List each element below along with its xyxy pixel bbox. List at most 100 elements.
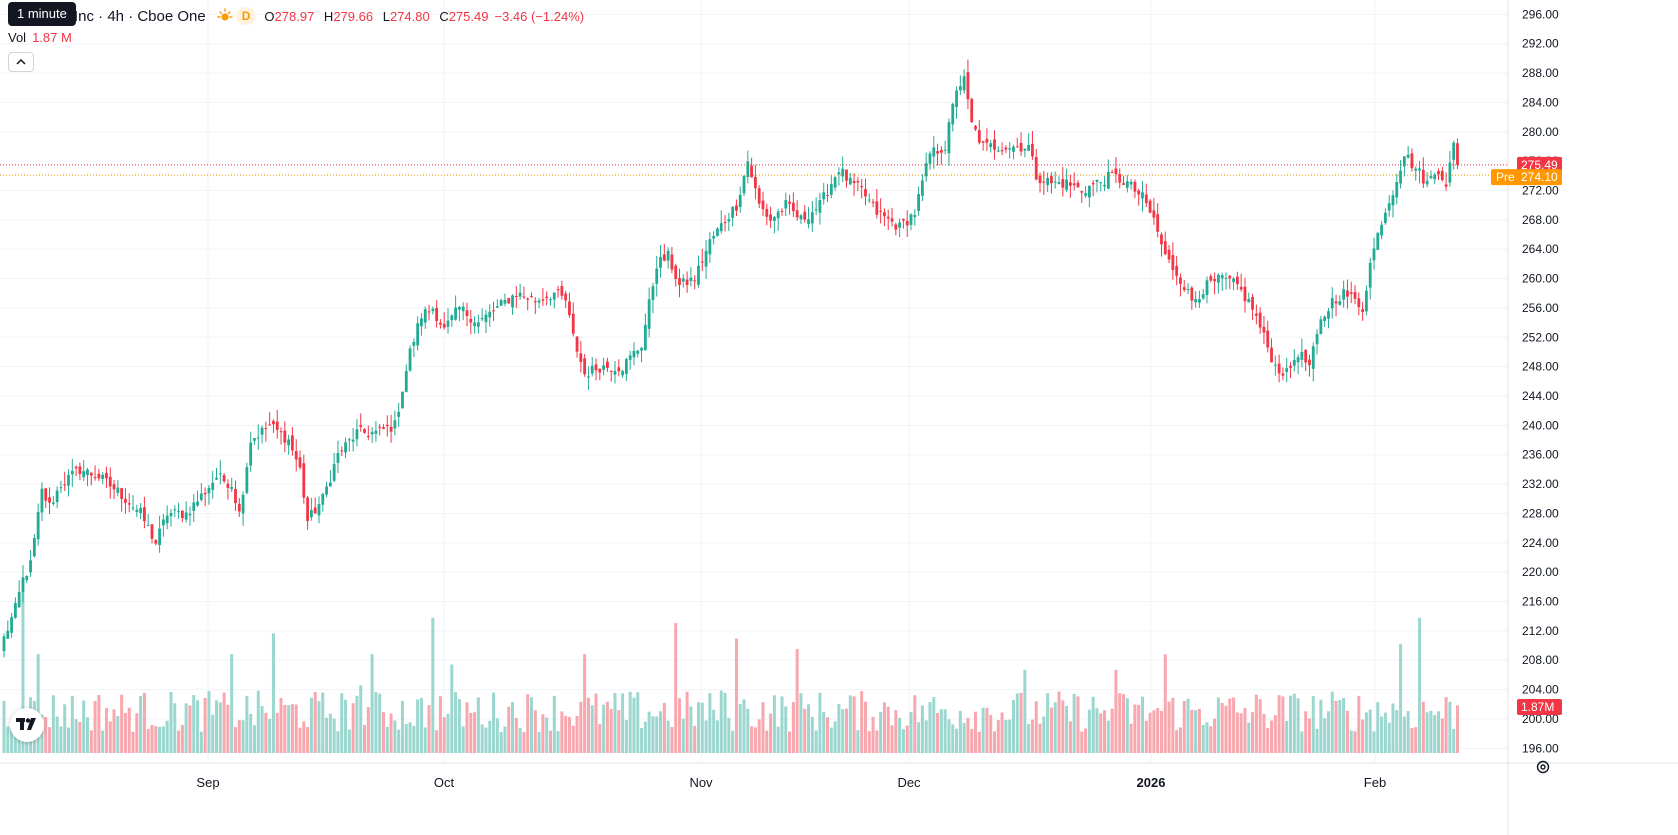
candle-body [936, 151, 939, 154]
volume-bar [321, 692, 325, 753]
candle-body [537, 300, 541, 303]
candle-body [1179, 277, 1182, 284]
candle-body [222, 475, 226, 482]
candle-body [685, 279, 689, 286]
candle-body [917, 194, 920, 211]
time-axis[interactable]: Sep Oct Nov Dec 2026 Feb [196, 775, 1386, 790]
candle-body [1406, 154, 1410, 158]
candle-body [249, 442, 253, 466]
candle-body [533, 301, 537, 303]
volume-bar [852, 696, 856, 753]
volume-bar [1076, 696, 1080, 753]
candle-body [317, 504, 321, 516]
candle-body [708, 239, 712, 255]
volume-bar [598, 723, 602, 753]
y-tick-label: 196.00 [1522, 741, 1559, 755]
symbol-title[interactable]: Inc · 4h · Cboe One [74, 7, 206, 25]
volume-bar [1122, 694, 1126, 753]
volume-bar [1376, 702, 1380, 753]
volume-bar [1437, 711, 1441, 753]
candle-body [1353, 292, 1357, 299]
volume-bar [1118, 693, 1122, 753]
pre-price-label: 274.10 [1521, 170, 1558, 184]
candle-body [1342, 289, 1346, 300]
candle-body [180, 510, 184, 519]
volume-bar [1205, 722, 1209, 753]
volume-bar [932, 697, 936, 753]
volume-bar [1152, 710, 1156, 753]
symbol-legend[interactable]: Inc · 4h · Cboe One D O278.97 H279.66 L2… [74, 6, 584, 26]
volume-bar [1304, 711, 1308, 753]
candle-body [1395, 182, 1399, 198]
x-tick-label: Sep [196, 775, 219, 790]
candle-body [1182, 287, 1186, 290]
volume-bar [886, 706, 890, 753]
candle-body [397, 411, 401, 417]
candle-body [25, 576, 29, 581]
volume-bar [928, 702, 932, 753]
candle-body [799, 215, 803, 220]
volume-bar [1353, 731, 1357, 753]
candle-body [746, 161, 750, 178]
candle-body [822, 192, 826, 200]
volume-bar [905, 725, 909, 753]
gear-icon[interactable] [1534, 758, 1552, 776]
y-tick-label: 292.00 [1522, 37, 1559, 51]
volume-bar [325, 717, 329, 753]
candle-body [852, 180, 856, 184]
volume-bar [1175, 730, 1179, 753]
volume-bar [996, 720, 1000, 753]
candle-body [1201, 294, 1205, 299]
candle-body [21, 577, 25, 592]
volume-bar [1194, 710, 1198, 753]
volume-bar [985, 707, 989, 753]
volume-bar [287, 705, 291, 753]
candle-body [120, 488, 124, 499]
y-tick-label: 260.00 [1522, 272, 1559, 286]
candle-body [1391, 195, 1395, 206]
y-tick-label: 248.00 [1522, 360, 1559, 374]
volume-bar [791, 701, 795, 753]
candle-body [902, 219, 905, 221]
volume-bar [416, 699, 420, 753]
volume-bar [518, 727, 522, 753]
volume-legend[interactable]: Vol 1.87 M [8, 30, 72, 45]
volume-bar [951, 724, 955, 753]
price-axis[interactable]: 296.00292.00288.00284.00280.00276.00272.… [1522, 7, 1559, 755]
volume-bar [605, 701, 609, 753]
collapse-legend-button[interactable] [8, 52, 34, 72]
candle-body [1004, 147, 1008, 150]
candle-body [1239, 286, 1243, 290]
volume-axis-label-bg [1517, 699, 1562, 715]
volume-bar [670, 727, 674, 753]
volume-bar [1391, 703, 1395, 753]
volume-bar [427, 705, 431, 753]
candle-body [993, 139, 996, 150]
candle-body [640, 347, 643, 351]
volume-bar [731, 730, 735, 753]
candle-body [101, 474, 105, 479]
candle-body [347, 439, 351, 441]
volume-bar [101, 730, 105, 753]
volume-bar [704, 720, 708, 753]
candle-body [29, 560, 32, 573]
candle-body [511, 295, 514, 308]
volume-bar [294, 704, 298, 753]
candle-body [674, 265, 678, 280]
volume-bar [454, 692, 458, 753]
volume-bar [719, 690, 723, 753]
volume-bar [1311, 696, 1315, 753]
tradingview-logo-icon[interactable] [10, 708, 44, 742]
candle-body [283, 430, 287, 443]
volume-bar [484, 727, 488, 753]
volume-bar [385, 726, 389, 753]
session-badge[interactable]: D [235, 7, 257, 25]
volume-bar [548, 730, 552, 753]
candle-body [1251, 296, 1254, 310]
candle-body [754, 176, 757, 189]
volume-bar [74, 719, 78, 753]
y-tick-label: 252.00 [1522, 330, 1559, 344]
ohlc-values: O278.97 H279.66 L274.80 C275.49 [264, 9, 494, 24]
candle-body [662, 254, 666, 261]
